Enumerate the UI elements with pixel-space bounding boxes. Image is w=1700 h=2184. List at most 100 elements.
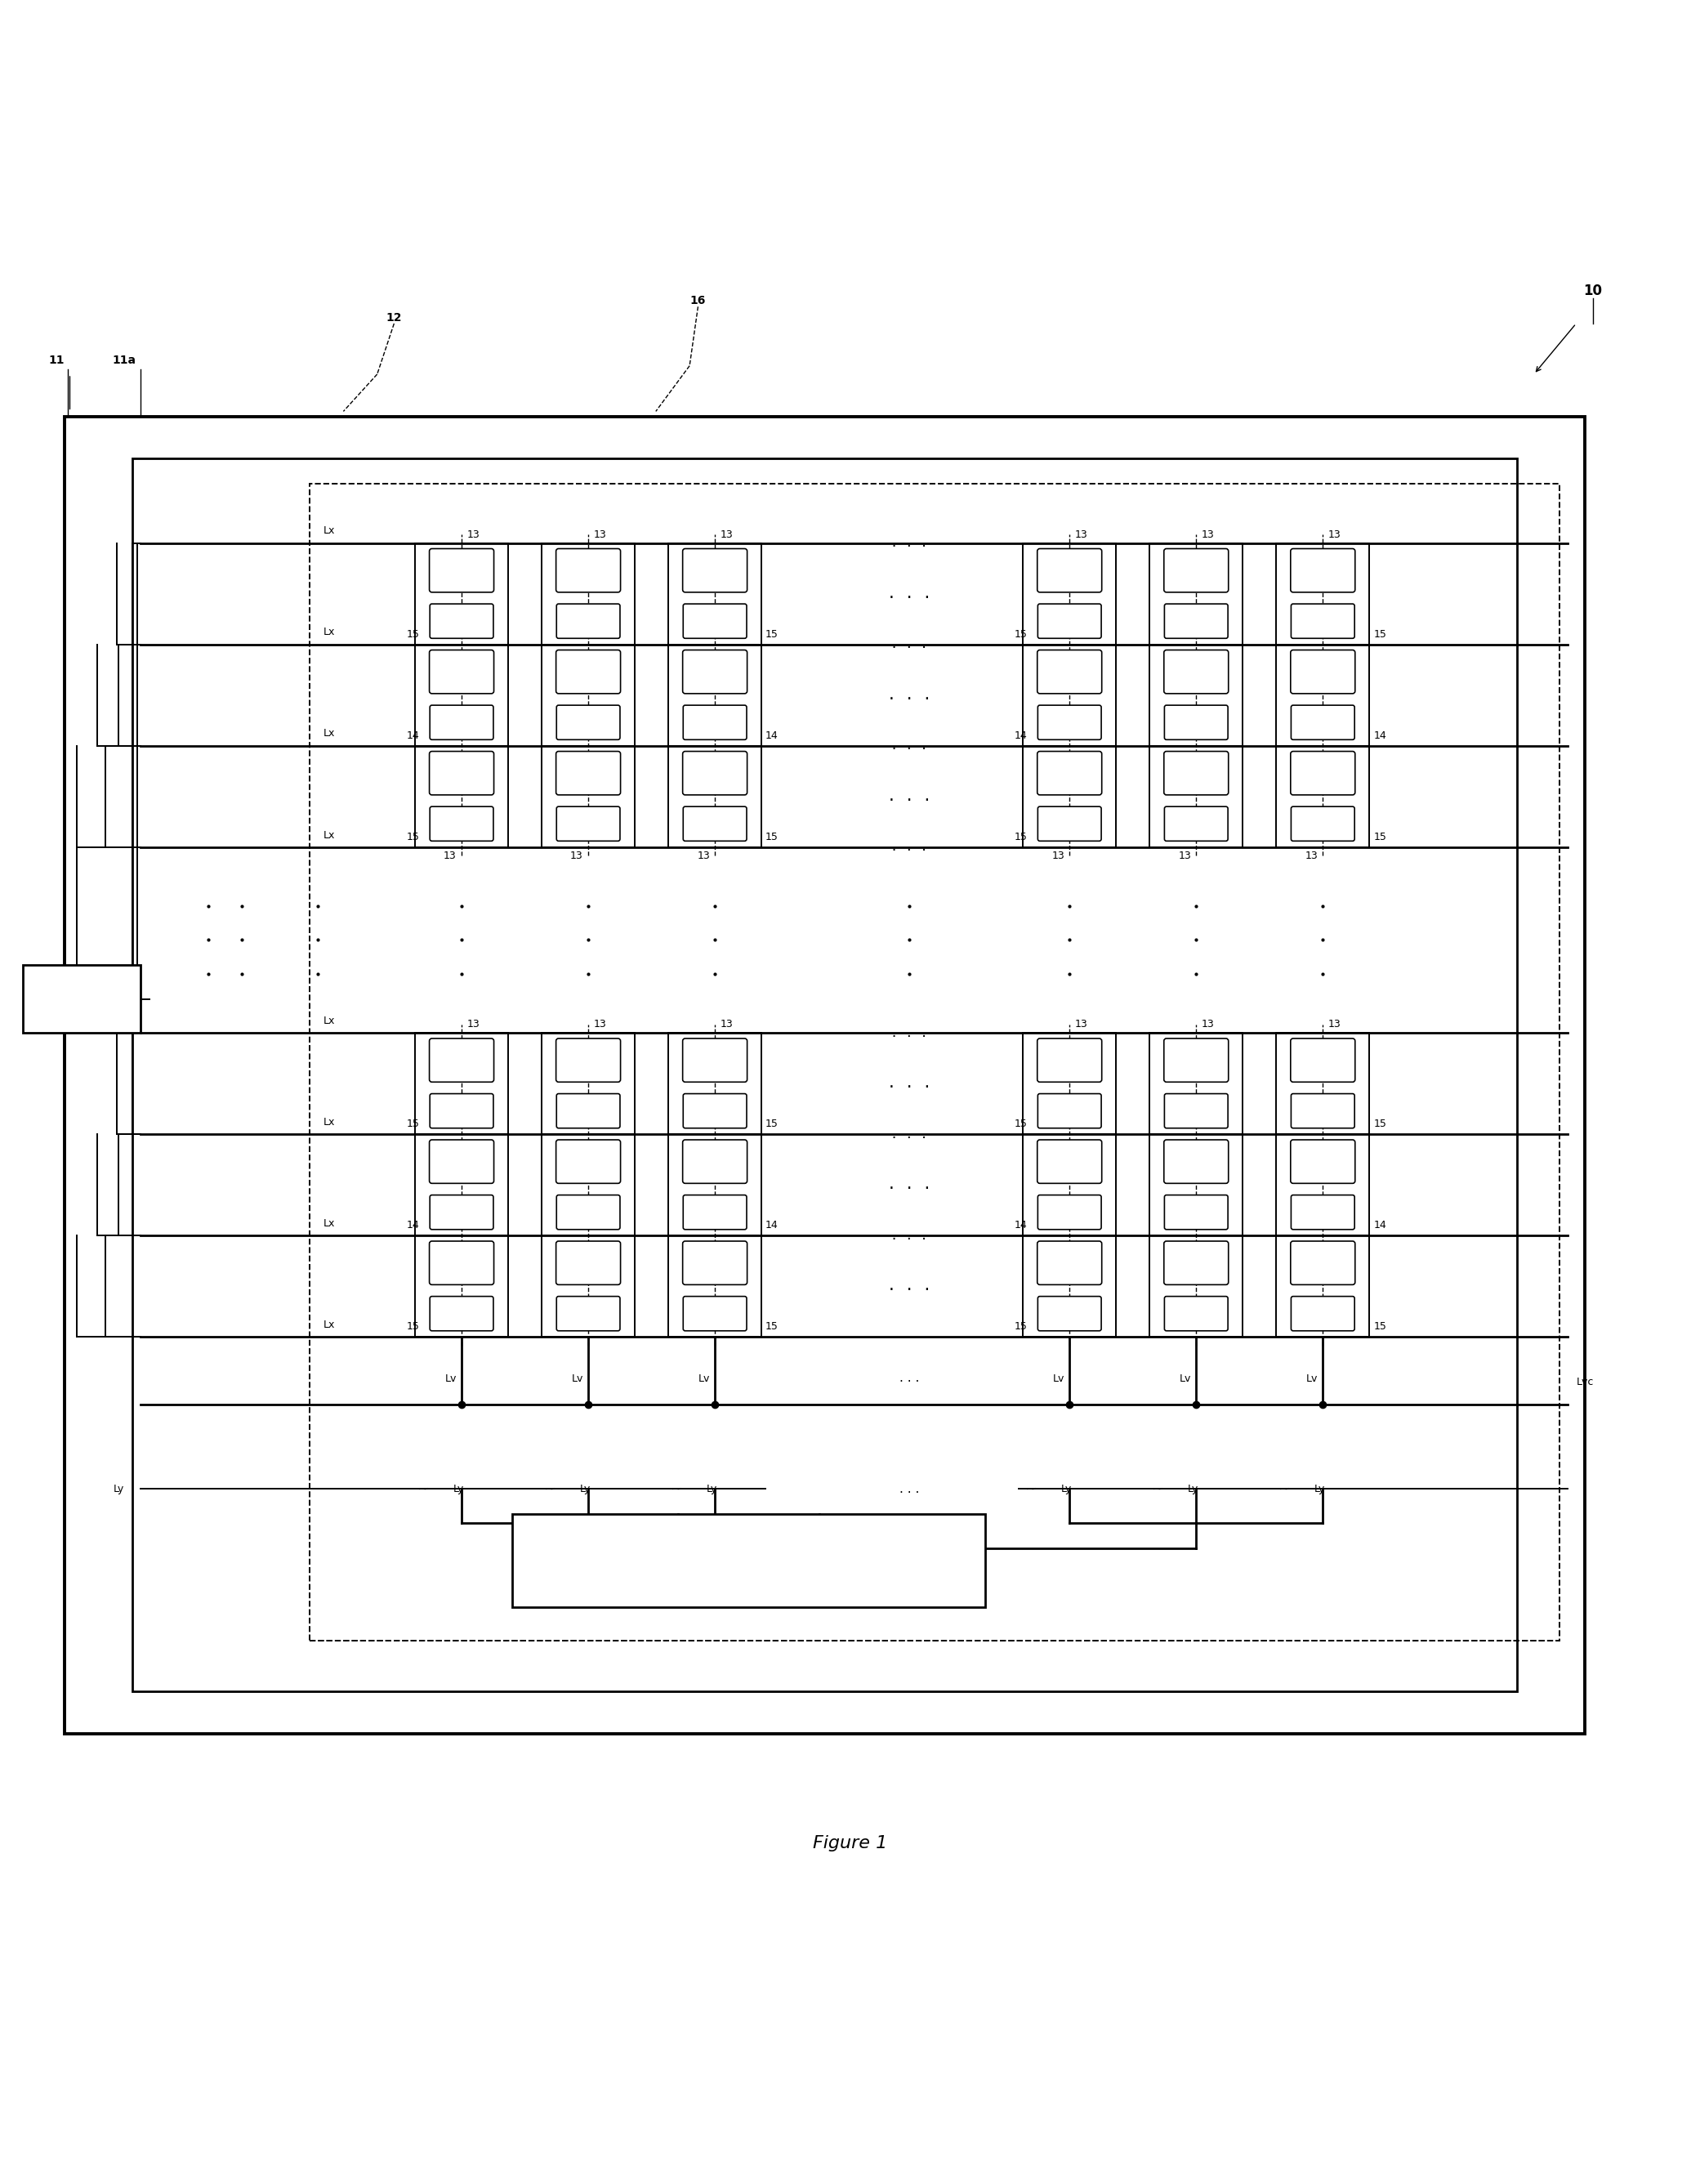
Text: 13: 13 [721,1020,733,1029]
FancyBboxPatch shape [430,1195,493,1230]
Text: . . .: . . . [887,788,932,804]
Bar [1023,544,1115,644]
Text: Ly: Ly [114,1483,124,1494]
FancyBboxPatch shape [1037,1241,1102,1284]
Text: Ly: Ly [1061,1483,1073,1494]
FancyBboxPatch shape [1290,705,1355,740]
Text: . . .: . . . [891,740,928,751]
FancyBboxPatch shape [556,1297,620,1330]
FancyBboxPatch shape [430,751,495,795]
Text: Lx: Lx [323,627,335,638]
Text: 15: 15 [406,629,420,640]
Text: . . .: . . . [887,1077,932,1092]
Text: Lx: Lx [323,526,335,537]
Text: Lx: Lx [323,1319,335,1330]
FancyBboxPatch shape [556,806,620,841]
Bar [1149,544,1243,644]
FancyBboxPatch shape [1037,548,1102,592]
Bar [1149,745,1243,847]
Text: 14: 14 [1374,1221,1385,1230]
Text: 16: 16 [690,295,706,306]
Text: . . .: . . . [899,1372,920,1385]
Bar [415,1033,508,1133]
FancyBboxPatch shape [1037,1140,1102,1184]
FancyBboxPatch shape [1037,605,1102,638]
Text: . . .: . . . [887,688,932,703]
Text: ~: ~ [544,1483,554,1496]
FancyBboxPatch shape [556,1037,620,1081]
Bar [1277,544,1368,644]
FancyBboxPatch shape [1164,1195,1227,1230]
Text: 15: 15 [765,629,779,640]
FancyBboxPatch shape [1164,705,1227,740]
Text: 13: 13 [593,1020,607,1029]
Text: . . .: . . . [891,537,928,548]
Text: Lv: Lv [571,1374,583,1385]
Bar [1149,1236,1243,1337]
Bar [65,417,1584,1734]
Bar [668,1236,762,1337]
Text: 13: 13 [1074,1020,1088,1029]
Text: 15: 15 [406,1321,420,1332]
FancyBboxPatch shape [683,1094,746,1129]
Text: 13: 13 [444,850,457,860]
Text: 15: 15 [1015,629,1027,640]
FancyBboxPatch shape [1164,1037,1229,1081]
Text: Lx: Lx [323,1219,335,1230]
Bar [1149,1033,1243,1133]
FancyBboxPatch shape [683,548,748,592]
Text: Figure 1: Figure 1 [813,1835,887,1852]
Text: 14: 14 [1374,729,1385,740]
FancyBboxPatch shape [1290,1094,1355,1129]
FancyBboxPatch shape [1037,751,1102,795]
Bar [1149,644,1243,745]
Text: 12: 12 [386,312,401,323]
Bar [415,544,508,644]
FancyBboxPatch shape [683,705,746,740]
Text: . . .: . . . [891,638,928,651]
Text: 14: 14 [765,1221,779,1230]
FancyBboxPatch shape [556,548,620,592]
Text: 14: 14 [1015,729,1027,740]
FancyBboxPatch shape [1164,1241,1229,1284]
FancyBboxPatch shape [1290,1037,1355,1081]
Bar [1023,1133,1115,1236]
FancyBboxPatch shape [683,1037,748,1081]
Text: . . .: . . . [887,1177,932,1192]
FancyBboxPatch shape [1164,1140,1229,1184]
Text: 13: 13 [1328,529,1341,539]
FancyBboxPatch shape [430,605,493,638]
Text: 15: 15 [406,832,420,843]
FancyBboxPatch shape [1037,651,1102,695]
Bar [1277,1236,1368,1337]
Bar [542,745,634,847]
Text: 15: 15 [1015,1321,1027,1332]
Text: Ly: Ly [454,1483,464,1494]
Bar [309,485,1559,1640]
Text: 13: 13 [1202,529,1214,539]
FancyBboxPatch shape [430,806,493,841]
FancyBboxPatch shape [1037,705,1102,740]
Bar [668,1133,762,1236]
FancyBboxPatch shape [1164,605,1227,638]
FancyBboxPatch shape [683,651,748,695]
Bar [542,644,634,745]
Text: 14: 14 [406,1221,420,1230]
FancyBboxPatch shape [430,1037,495,1081]
Text: 11: 11 [48,354,65,365]
FancyBboxPatch shape [1290,1241,1355,1284]
Text: 15: 15 [1374,1118,1387,1129]
FancyBboxPatch shape [683,806,746,841]
Text: 15: 15 [765,1118,779,1129]
FancyBboxPatch shape [556,705,620,740]
Text: . . .: . . . [899,1483,920,1496]
Text: Dr 2: Dr 2 [68,994,95,1005]
FancyBboxPatch shape [683,1195,746,1230]
Bar [542,1236,634,1337]
FancyBboxPatch shape [556,1094,620,1129]
Text: ~: ~ [1153,1483,1163,1496]
Bar [668,544,762,644]
FancyBboxPatch shape [430,651,495,695]
FancyBboxPatch shape [1290,1195,1355,1230]
FancyBboxPatch shape [430,1241,495,1284]
